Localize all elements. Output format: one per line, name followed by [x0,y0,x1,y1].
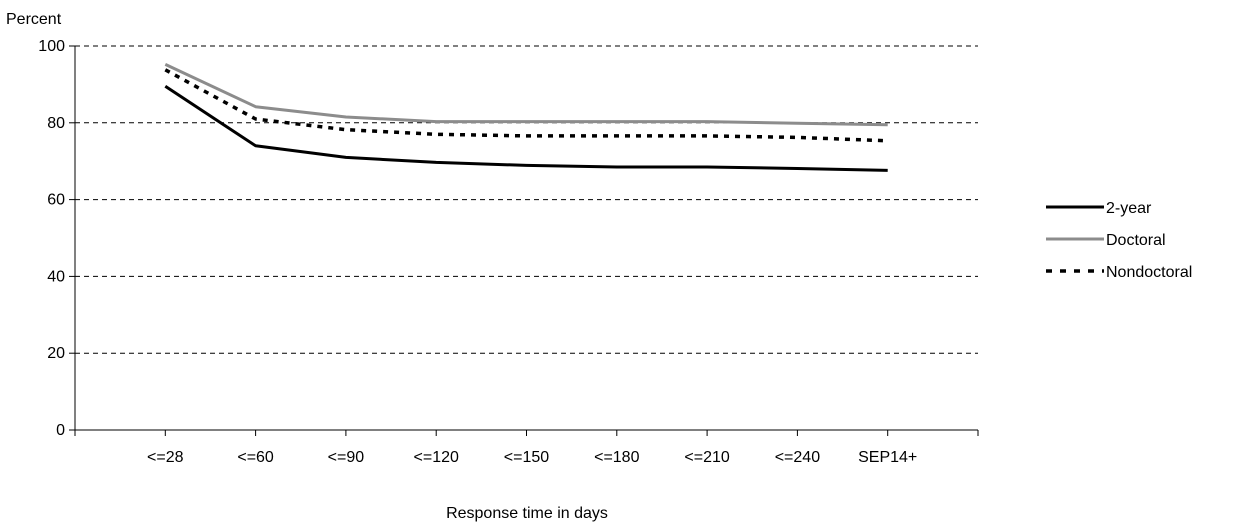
x-tick-label: SEP14+ [858,449,917,466]
legend-label: 2-year [1106,200,1152,217]
y-tick-label: 0 [56,422,65,439]
x-tick-label: <=210 [684,449,729,466]
x-tick-label: <=180 [594,449,639,466]
legend-label: Doctoral [1106,232,1166,249]
y-tick-label: 60 [47,192,65,209]
series-lines [164,63,888,172]
series-line-doctoral [164,63,888,127]
x-tick-label: <=120 [414,449,459,466]
x-tick-label: <=240 [775,449,820,466]
series-line-nondoctoral [164,68,888,143]
y-tick-label: 80 [47,115,65,132]
x-tick-label: <=150 [504,449,549,466]
legend-label: Nondoctoral [1106,264,1192,281]
series-line-2-year [164,85,888,172]
gridlines [75,45,978,354]
axes [69,45,979,436]
y-axis-title: Percent [6,11,62,28]
tick-labels: 0 20 40 60 80 100 <=28 <=60 <=90 <=120 <=150 <=180 <… [38,38,917,466]
x-tick-label: <=90 [328,449,365,466]
x-tick-label: <=60 [237,449,274,466]
legend: 2-year Doctoral Nondoctoral [1046,200,1192,281]
x-tick-label: <=28 [147,449,184,466]
y-tick-label: 100 [38,38,65,55]
y-tick-label: 20 [47,345,65,362]
x-axis-title: Response time in days [446,505,608,522]
y-tick-label: 40 [47,268,65,285]
